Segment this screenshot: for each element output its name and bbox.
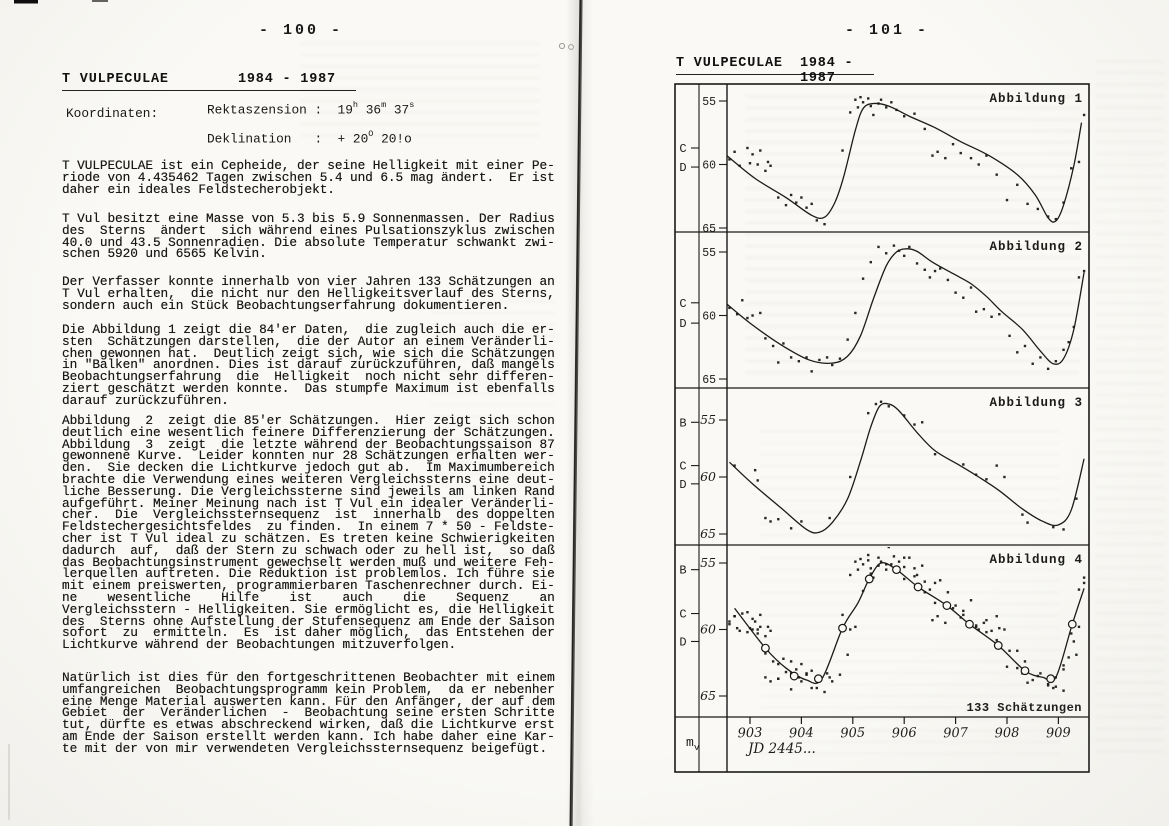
scan-edge-mark <box>92 0 108 2</box>
svg-text:65: 65 <box>700 688 716 703</box>
svg-text:55: 55 <box>700 555 716 570</box>
light-curve <box>728 402 1085 534</box>
mean-point <box>813 674 823 684</box>
bleedthrough-artifact <box>760 430 1060 760</box>
comparison-star-D: D <box>679 161 686 175</box>
panel-label: Abbildung 2 <box>989 240 1083 254</box>
paragraph-abbildung2-3: Abbildung 2 zeigt die 85'er Schätzungen.… <box>62 413 555 653</box>
mean-point <box>838 623 847 633</box>
bleedthrough-artifact <box>745 95 1080 375</box>
y-axis-label: mv <box>686 735 700 753</box>
panel-1: 55 60 65 CD Abbildung 1 <box>679 92 1086 236</box>
gutter-notch <box>558 42 566 50</box>
book-gutter-crease <box>569 0 583 826</box>
observation-years: 1984 - 1987 <box>800 56 854 86</box>
paragraph-estimates: Der Verfasser konnte innerhalb von vier … <box>62 274 555 313</box>
mean-point <box>913 582 923 592</box>
mean-point <box>965 619 974 629</box>
x-tick-label: 904 <box>789 726 814 742</box>
bleedthrough-artifact <box>1095 60 1165 760</box>
mean-point <box>993 641 1003 650</box>
panel-label: Abbildung 4 <box>989 553 1083 567</box>
declination-line: Deklination : + 20O 20!o <box>207 129 412 147</box>
star-name: T VULPECULAE <box>62 72 169 87</box>
mean-point <box>892 565 901 575</box>
book-gutter-shadow <box>566 0 594 826</box>
article-heading-right: T VULPECULAE 1984 - 1987 <box>676 56 874 86</box>
panel-label: Abbildung 1 <box>989 92 1083 106</box>
figure-border <box>674 83 1090 773</box>
svg-text:60: 60 <box>700 622 716 637</box>
star-name: T VULPECULAE <box>676 56 783 71</box>
light-curve <box>734 562 1085 685</box>
x-tick-label: 907 <box>943 726 969 742</box>
estimate-count-label: 133 Schätzungen <box>966 701 1082 715</box>
x-tick-label: 903 <box>737 726 762 742</box>
svg-text:65: 65 <box>702 223 716 236</box>
panel-2: 55 60 65 CD Abbildung 2 <box>679 240 1086 387</box>
paragraph-intro: T VULPECULAE ist ein Cepheide, der seine… <box>62 158 555 197</box>
comparison-star-C: C <box>679 608 686 622</box>
x-tick-label: 906 <box>892 726 917 742</box>
mean-point <box>1046 674 1056 684</box>
scan-edge-mark <box>14 0 38 4</box>
comparison-star-D: D <box>679 478 686 492</box>
svg-text:60: 60 <box>702 160 716 173</box>
svg-text:65: 65 <box>700 526 716 541</box>
svg-text:60: 60 <box>700 469 716 484</box>
panel-4: 55 60 65 B CD Abbildung 4 133 Schätzungen <box>679 547 1086 715</box>
right-ascension-line: Rektaszension : 19h 36m 37s <box>207 100 415 118</box>
svg-text:55: 55 <box>700 412 716 427</box>
comparison-star-B: B <box>679 564 686 578</box>
paragraph-abbildung1: Die Abbildung 1 zeigt die 84'er Daten, d… <box>62 322 555 408</box>
light-curve <box>727 248 1085 365</box>
observation-years: 1984 - 1987 <box>238 72 336 87</box>
mean-point <box>1020 666 1030 676</box>
paragraph-physical-data: T Vul besitzt eine Masse von 5.3 bis 5.9… <box>62 211 555 262</box>
article-heading-left: T VULPECULAE 1984 - 1987 <box>62 72 356 91</box>
comparison-star-D: D <box>679 317 686 331</box>
comparison-star-B: B <box>679 416 686 430</box>
coordinates-label: Koordinaten: <box>66 106 159 121</box>
mean-point <box>942 601 952 610</box>
svg-text:60: 60 <box>702 311 716 324</box>
comparison-star-C: C <box>679 142 686 156</box>
comparison-star-C: C <box>679 460 686 474</box>
x-tick-label: 905 <box>840 726 865 742</box>
comparison-star-D: D <box>679 635 686 649</box>
svg-text:55: 55 <box>702 247 716 260</box>
svg-text:55: 55 <box>702 96 716 109</box>
x-tick-label: 909 <box>1046 726 1071 742</box>
panel-label: Abbildung 3 <box>989 396 1083 410</box>
paragraph-closing: Natürlich ist dies für den fortgeschritt… <box>62 670 555 756</box>
page-number-left: - 100 - <box>259 22 344 39</box>
page-number-right: - 101 - <box>845 22 930 39</box>
x-axis-label: JD 2445... <box>745 741 816 757</box>
mean-point <box>761 643 770 653</box>
panel-3: 55 60 65 B CD Abbildung 3 <box>679 396 1085 541</box>
mean-point <box>789 671 799 681</box>
gutter-notch <box>568 44 574 50</box>
svg-text:65: 65 <box>702 374 716 387</box>
light-curve <box>727 102 1083 223</box>
x-tick-label: 908 <box>994 726 1019 742</box>
mean-point <box>1067 619 1077 629</box>
comparison-star-C: C <box>679 297 686 311</box>
mean-point <box>864 574 874 584</box>
